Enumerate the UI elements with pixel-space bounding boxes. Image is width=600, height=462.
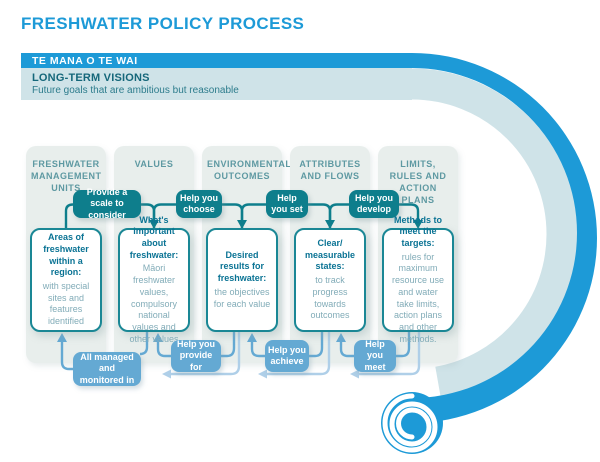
column-header: FRESHWATER MANAGEMENT UNITS <box>31 159 102 194</box>
column-header: LIMITS, RULES AND ACTION PLANS <box>389 159 447 206</box>
pill-provide-a-scale: Provide a scale to consider <box>73 187 141 220</box>
swirl-pale-band <box>411 68 578 398</box>
column-header: ENVIRONMENTAL OUTCOMES <box>207 159 292 182</box>
page-title: FRESHWATER POLICY PROCESS <box>21 14 305 33</box>
top-connector-lines <box>64 203 420 228</box>
column-header: ATTRIBUTES AND FLOWS <box>299 159 361 182</box>
te-mana-o-te-wai-bar: TE MANA O TE WAI <box>21 53 412 68</box>
visions-title: LONG-TERM VISIONS <box>32 72 150 84</box>
long-term-visions-bar: LONG-TERM VISIONS Future goals that are … <box>21 68 412 100</box>
te-mana-label: TE MANA O TE WAI <box>32 54 138 67</box>
box-body: to track progress towards outcomes <box>310 275 350 321</box>
pill-all-managed-and-monitored: All managed and monitored in <box>73 352 141 386</box>
box-body: rules for maximum resource use and water… <box>391 251 445 344</box>
box-title: Desired results for freshwater: <box>217 249 267 284</box>
bottom-connector-arrowheads <box>57 333 346 342</box>
process-box-methods-to-meet-targets: Methods to meet the targets: rules for m… <box>382 215 454 344</box>
pill-help-you-provide-for: Help you provide for <box>171 339 221 372</box>
pill-help-you-meet: Help you meet <box>354 339 396 372</box>
process-box-areas-of-freshwater: Areas of freshwater within a region: wit… <box>30 228 102 332</box>
process-box-desired-results: Desired results for freshwater: the obje… <box>206 228 278 332</box>
pill-help-you-develop: Help you develop <box>349 190 399 218</box>
visions-subtitle: Future goals that are ambitious but reas… <box>32 85 239 96</box>
process-box-whats-important: What's important about freshwater: Māori… <box>118 215 190 344</box>
swirl-blue-band <box>412 53 597 423</box>
top-connector-arrowheads <box>149 220 423 229</box>
box-title: Areas of freshwater within a region: <box>43 232 89 278</box>
koru-spiral <box>382 393 438 453</box>
pill-help-you-set: Help you set <box>266 190 308 218</box>
pill-help-you-achieve: Help you achieve <box>265 340 309 372</box>
pill-help-you-choose: Help you choose <box>176 190 222 218</box>
box-title: What's important about freshwater: <box>129 214 179 260</box>
box-body: Māori freshwater values, compulsory nati… <box>129 263 179 344</box>
box-body: with special sites and features identifi… <box>42 281 90 327</box>
box-body: the objectives for each value <box>213 286 271 309</box>
box-title: Methods to meet the targets: <box>394 214 442 249</box>
box-title: Clear/ measurable states: <box>304 238 356 272</box>
bottom-connector-lines <box>60 332 411 371</box>
column-header: VALUES <box>134 159 174 169</box>
feedback-arrow-lines <box>170 332 421 376</box>
process-box-clear-measurable-states: Clear/ measurable states: to track progr… <box>294 228 366 332</box>
